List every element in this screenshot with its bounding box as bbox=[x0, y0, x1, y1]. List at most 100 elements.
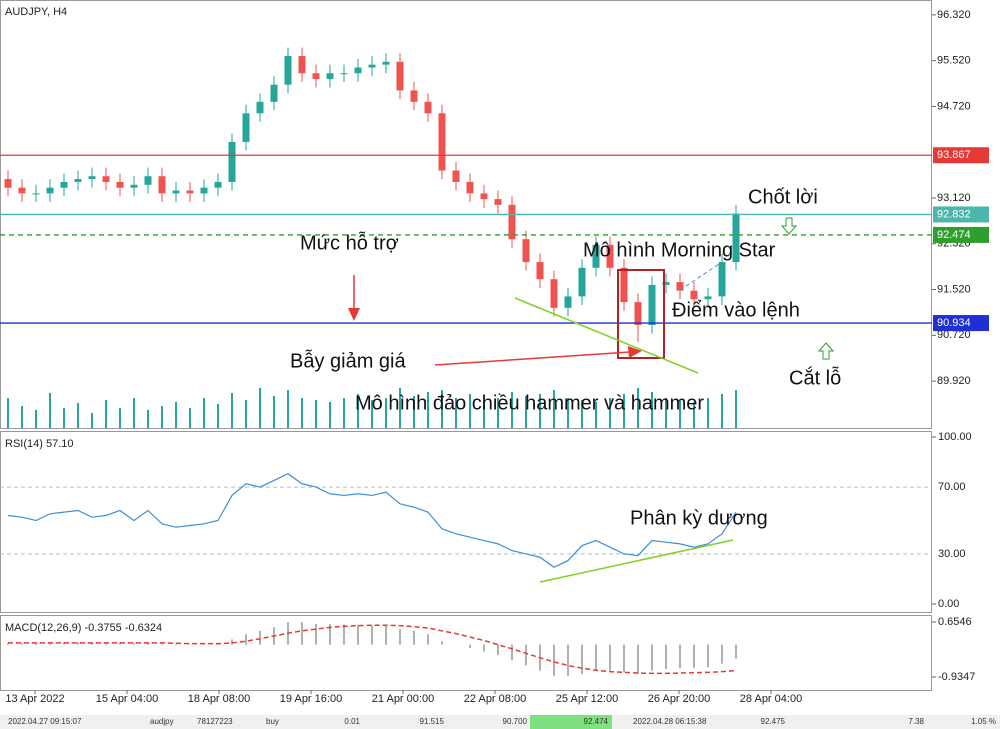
annotation: Mô hình đảo chiều hammer và hammer bbox=[355, 392, 704, 414]
x-tick-label: 28 Apr 04:00 bbox=[740, 693, 802, 705]
candle-body bbox=[452, 170, 460, 182]
candle-body bbox=[634, 302, 642, 326]
candle-body bbox=[312, 73, 320, 79]
annotation: Bẫy giảm giá bbox=[290, 349, 406, 372]
y-tick-label: -0.9347 bbox=[938, 671, 975, 683]
candle-body bbox=[88, 176, 96, 180]
annotation: Điểm vào lệnh bbox=[672, 299, 800, 321]
y-tick-label: 89.920 bbox=[937, 375, 971, 387]
y-tick-label: 90.720 bbox=[937, 329, 971, 341]
candle-body bbox=[410, 90, 418, 102]
candle-body bbox=[396, 61, 404, 91]
price-level-label: 93.867 bbox=[937, 149, 971, 161]
candle-body bbox=[18, 187, 26, 194]
candle-body bbox=[382, 61, 390, 65]
candle-body bbox=[326, 73, 334, 79]
candle-body bbox=[46, 187, 54, 194]
price-level-tag bbox=[933, 147, 989, 164]
annotation: Mô hình Morning Star bbox=[583, 239, 776, 261]
price-level-label: 92.832 bbox=[937, 208, 971, 220]
candle-body bbox=[438, 113, 446, 171]
status-text: audjpy bbox=[150, 717, 174, 726]
status-text: 2022.04.28 06:15:38 bbox=[633, 717, 707, 726]
candle-body bbox=[424, 101, 432, 114]
candle-body bbox=[508, 204, 516, 240]
price-level-tag bbox=[933, 226, 989, 243]
entry-line bbox=[679, 261, 723, 291]
status-bar bbox=[0, 715, 1000, 729]
x-tick-label: 25 Apr 12:00 bbox=[556, 693, 618, 705]
take-profit-arrow bbox=[780, 217, 798, 235]
candle-body bbox=[270, 84, 278, 102]
x-tick-label: 26 Apr 20:00 bbox=[648, 693, 710, 705]
candle-body bbox=[172, 190, 180, 194]
annotation: Mức hỗ trợ bbox=[300, 231, 399, 254]
candle-body bbox=[368, 64, 376, 68]
price-level-label: 90.934 bbox=[937, 317, 971, 329]
candle-body bbox=[284, 56, 292, 85]
x-tick-label: 15 Apr 04:00 bbox=[96, 693, 158, 705]
y-tick-label: 70.00 bbox=[938, 481, 966, 493]
candle-body bbox=[4, 179, 12, 188]
trap-arrowhead bbox=[628, 346, 642, 358]
x-tick-label: 19 Apr 16:00 bbox=[280, 693, 342, 705]
candle-body bbox=[116, 181, 124, 188]
candle-body bbox=[620, 267, 628, 303]
candle-body bbox=[186, 190, 194, 194]
candle-body bbox=[228, 141, 236, 182]
candle-body bbox=[662, 282, 670, 285]
y-tick-label: 94.720 bbox=[937, 100, 971, 112]
candle-body bbox=[592, 244, 600, 268]
candle-body bbox=[676, 282, 684, 291]
candle-body bbox=[32, 193, 40, 195]
status-text: 0.01 bbox=[344, 717, 360, 726]
candle-body bbox=[60, 181, 68, 188]
candle-body bbox=[214, 181, 222, 188]
y-tick-label: 30.00 bbox=[938, 548, 966, 560]
y-tick-label: 0.00 bbox=[938, 598, 959, 610]
candle-body bbox=[494, 199, 502, 205]
rsi-panel bbox=[0, 431, 932, 613]
candle-body bbox=[340, 73, 348, 75]
y-tick-label: 93.120 bbox=[937, 192, 971, 204]
macd-title: MACD(12,26,9) -0.3755 -0.6324 bbox=[5, 622, 162, 634]
macd-signal bbox=[8, 624, 737, 675]
candle-body bbox=[522, 239, 530, 263]
status-text: 92.475 bbox=[761, 717, 786, 726]
candle-body bbox=[732, 213, 740, 263]
candle-body bbox=[74, 179, 82, 182]
annotation: Chốt lời bbox=[748, 186, 818, 208]
annotation: Cắt lỗ bbox=[789, 366, 841, 389]
status-text: buy bbox=[266, 717, 279, 726]
candle-body bbox=[158, 176, 166, 194]
y-tick-label: 95.520 bbox=[937, 55, 971, 67]
macd-panel bbox=[0, 615, 932, 691]
candle-body bbox=[144, 176, 152, 185]
candle-body bbox=[704, 296, 712, 300]
marks: 96.32095.52094.72093.12092.32091.52090.7… bbox=[0, 9, 989, 705]
rsi-line bbox=[7, 473, 737, 568]
candle-body bbox=[130, 184, 138, 188]
divergence-line bbox=[539, 539, 734, 583]
status-text: 91.515 bbox=[420, 717, 445, 726]
x-tick-label: 21 Apr 00:00 bbox=[372, 693, 434, 705]
candle-body bbox=[564, 296, 572, 308]
status-highlight bbox=[530, 715, 612, 729]
stop-loss-arrow bbox=[817, 342, 835, 360]
price-level-label: 92.474 bbox=[937, 229, 971, 241]
rsi-title: RSI(14) 57.10 bbox=[5, 438, 73, 450]
chart-title: AUDJPY, H4 bbox=[5, 6, 67, 18]
annotation: Phân kỳ dương bbox=[630, 507, 768, 529]
x-tick-label: 22 Apr 08:00 bbox=[464, 693, 526, 705]
candle-body bbox=[648, 284, 656, 326]
candle-body bbox=[354, 67, 362, 74]
support-arrowhead bbox=[348, 308, 360, 321]
price-level-tag bbox=[933, 206, 989, 223]
y-tick-label: 0.6546 bbox=[938, 616, 972, 628]
candle-body bbox=[578, 267, 586, 297]
candle-body bbox=[298, 56, 306, 74]
candle-body bbox=[256, 101, 264, 114]
y-tick-label: 91.520 bbox=[937, 283, 971, 295]
candle-body bbox=[242, 113, 250, 142]
